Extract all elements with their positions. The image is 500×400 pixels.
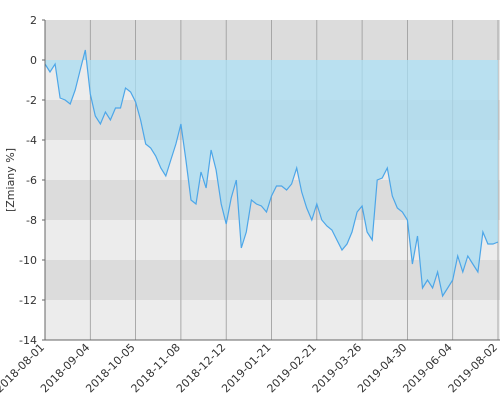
y-tick-label: -8 bbox=[26, 214, 37, 227]
x-tick-label: 2019-08-02 bbox=[446, 341, 500, 395]
y-tick-label: 2 bbox=[30, 14, 37, 27]
area bbox=[45, 50, 498, 296]
band bbox=[45, 20, 500, 60]
y-tick-label: 0 bbox=[30, 54, 37, 67]
band bbox=[45, 300, 500, 340]
y-tick-label: -10 bbox=[19, 254, 37, 267]
y-tick-label: -4 bbox=[26, 134, 37, 147]
y-axis-label: [Zmiany %] bbox=[4, 148, 17, 212]
y-tick-label: -12 bbox=[19, 294, 37, 307]
y-tick-label: -6 bbox=[26, 174, 37, 187]
y-tick-label: -14 bbox=[19, 334, 37, 347]
y-tick-label: -2 bbox=[26, 94, 37, 107]
line bbox=[44, 49, 499, 298]
